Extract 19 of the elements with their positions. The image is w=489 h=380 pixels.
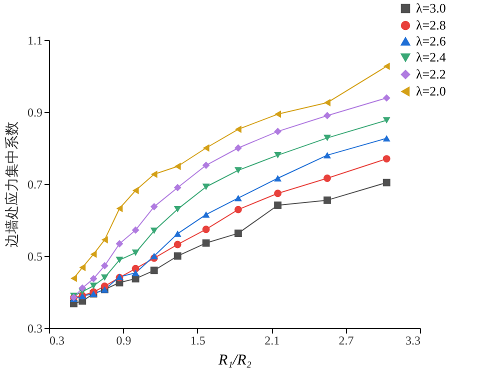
legend-label: λ=3.0	[416, 0, 446, 16]
y-tick-label: 0.9	[28, 106, 42, 120]
x-tick-label: 0.3	[50, 334, 64, 348]
x-axis-title: R₁/R₂	[218, 352, 252, 368]
legend-label: λ=2.6	[416, 34, 446, 48]
x-tick-label: 2.7	[338, 334, 354, 348]
y-tick-label: 0.7	[28, 178, 42, 192]
y-tick-label: 0.3	[28, 322, 42, 336]
legend-label: λ=2.8	[416, 18, 446, 32]
legend-label: λ=2.2	[416, 66, 446, 82]
x-tick-label: 1.5	[190, 334, 206, 348]
y-tick-label: 1.1	[28, 34, 42, 48]
y-tick-label: 0.5	[28, 250, 42, 264]
legend-label: λ=2.0	[416, 84, 446, 98]
legend-label: λ=2.4	[416, 50, 446, 64]
x-tick-label: 2.1	[264, 334, 280, 348]
x-tick-label: 0.9	[116, 334, 132, 348]
x-tick-label: 3.3	[406, 334, 420, 348]
y-axis-title: 边墙处应力集中系数	[4, 122, 20, 248]
